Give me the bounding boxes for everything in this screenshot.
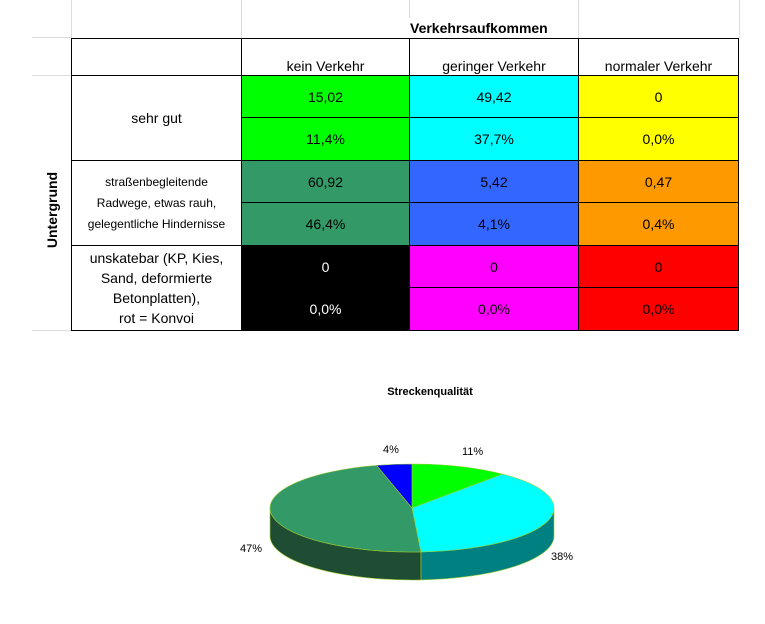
row-label-sehr-gut: sehr gut bbox=[71, 75, 242, 161]
percent-cell-normaler-verkehr: 0,4% bbox=[578, 202, 739, 246]
pie-slice-47pct bbox=[269, 465, 422, 553]
value-cell-geringer-verkehr: 5,42 bbox=[409, 160, 579, 204]
row-label-line: gelegentliche Hindernisse bbox=[87, 216, 226, 231]
row-label-line: Betonplatten), bbox=[112, 290, 201, 306]
pie-label-cyan: 38% bbox=[551, 551, 574, 563]
pie-slice-4pct bbox=[376, 463, 413, 509]
chart-title: Streckenqualität bbox=[387, 386, 473, 398]
pie-label-seagreen: 47% bbox=[240, 543, 263, 555]
column-header-geringer-verkehr: geringer Verkehr bbox=[409, 38, 579, 76]
traffic-table: kein Verkehr geringer Verkehr normaler V… bbox=[71, 38, 739, 331]
row-label-line: rot = Konvoi bbox=[118, 310, 195, 326]
percent-cell-normaler-verkehr: 0,0% bbox=[578, 117, 739, 161]
percent-cell-geringer-verkehr: 0,0% bbox=[409, 287, 579, 331]
percent-cell-geringer-verkehr: 4,1% bbox=[409, 202, 579, 246]
value-cell-normaler-verkehr: 0,47 bbox=[578, 160, 739, 204]
row-label-line: Radwege, etwas rauh, bbox=[96, 195, 217, 210]
value-cell-geringer-verkehr: 49,42 bbox=[409, 75, 579, 119]
row-label-unskatebar: unskatebar (KP, Kies, Sand, deformierte … bbox=[71, 245, 242, 331]
row-label-line: unskatebar (KP, Kies, bbox=[89, 250, 224, 266]
row-label-line: straßenbegleitende bbox=[105, 174, 208, 189]
row-label-line: Sand, deformierte bbox=[100, 270, 213, 286]
value-cell-geringer-verkehr: 0 bbox=[409, 245, 579, 289]
pie-label-green: 11% bbox=[462, 446, 484, 458]
pie-slice-38pct bbox=[411, 473, 555, 553]
verkehrsaufkommen-header: Verkehrsaufkommen bbox=[410, 20, 548, 36]
pie-slice-11pct bbox=[411, 463, 504, 509]
value-cell-kein-verkehr: 0 bbox=[241, 245, 410, 289]
value-cell-kein-verkehr: 15,02 bbox=[241, 75, 410, 119]
row-label-radwege: straßenbegleitende Radwege, etwas rauh, … bbox=[71, 160, 242, 246]
pie-label-blue: 4% bbox=[383, 444, 399, 456]
percent-cell-normaler-verkehr: 0,0% bbox=[578, 287, 739, 331]
